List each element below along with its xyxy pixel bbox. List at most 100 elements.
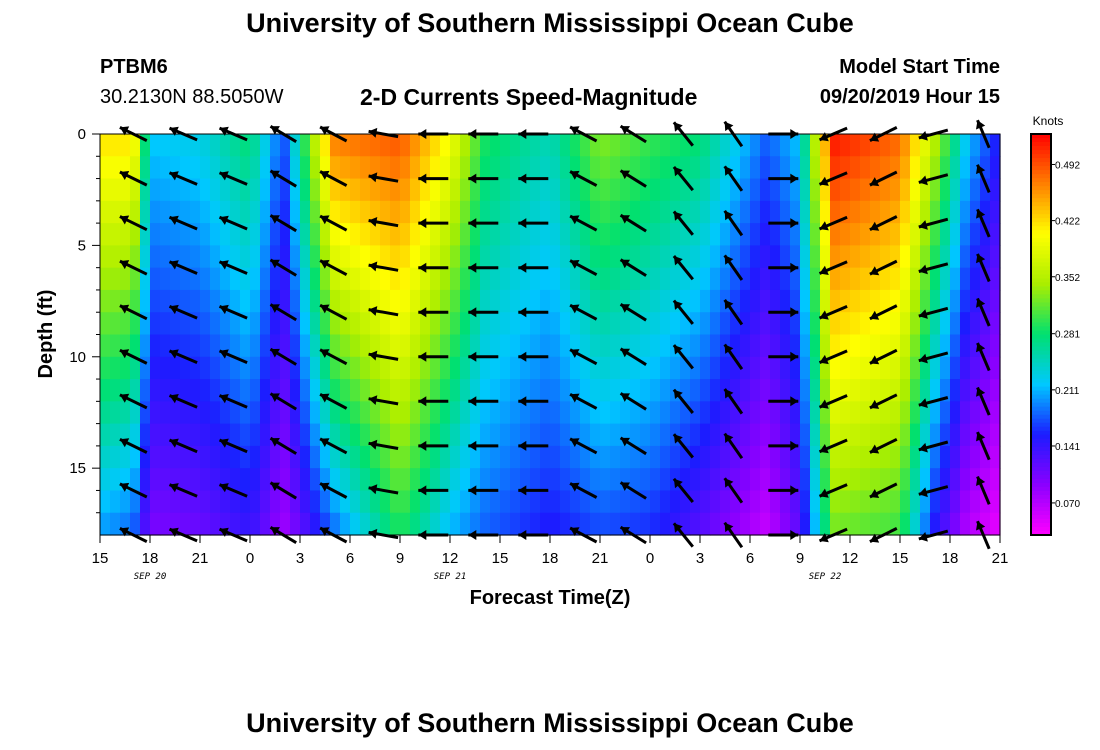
heatmap-cell	[210, 312, 221, 336]
heatmap-cell	[970, 334, 981, 358]
heatmap-cell	[460, 490, 471, 514]
heatmap-cell	[560, 178, 571, 202]
colorbar-frame	[1030, 133, 1052, 536]
heatmap-cell	[970, 223, 981, 246]
heatmap-cell	[170, 223, 181, 246]
heatmap-cell	[120, 490, 131, 514]
current-vector	[269, 303, 297, 322]
heatmap-cell	[130, 401, 141, 425]
heatmap-cell	[470, 401, 481, 425]
heatmap-cell	[830, 156, 841, 180]
heatmap-cell	[500, 423, 511, 447]
heatmap-cell	[650, 379, 661, 402]
colorbar-band	[1031, 358, 1051, 364]
heatmap-cell	[450, 178, 461, 202]
heatmap-cell	[460, 312, 471, 336]
heatmap-cell	[800, 445, 811, 469]
heatmap-cell	[450, 401, 461, 425]
heatmap-cell	[820, 356, 831, 380]
heatmap-cell	[390, 134, 401, 157]
current-vector	[619, 303, 647, 322]
heatmap-cell	[470, 245, 481, 269]
colorbar-band	[1031, 274, 1051, 279]
heatmap-cell	[640, 490, 651, 514]
heatmap-cell	[580, 267, 591, 291]
heatmap-cell	[680, 468, 691, 492]
heatmap-cell	[480, 156, 491, 180]
heatmap-cell	[530, 289, 541, 313]
heatmap-cell	[180, 312, 191, 336]
heatmap-cell	[740, 312, 751, 336]
heatmap-cell	[750, 312, 761, 336]
heatmap-cell	[730, 423, 741, 447]
heatmap-cell	[170, 490, 181, 514]
heatmap-cell	[190, 334, 201, 358]
current-vector	[976, 431, 991, 461]
heatmap-cell	[600, 267, 611, 291]
heatmap-cell	[400, 200, 411, 224]
heatmap-cell	[210, 356, 221, 380]
current-vector	[723, 254, 744, 281]
current-vector	[768, 173, 799, 184]
heatmap-cell	[970, 512, 981, 536]
heatmap-cell	[400, 512, 411, 536]
heatmap-cell	[650, 156, 661, 180]
heatmap-cell	[100, 379, 111, 402]
heatmap-cell	[310, 289, 321, 313]
heatmap-cell	[530, 134, 541, 157]
colorbar-band	[1031, 174, 1051, 179]
heatmap-cell	[630, 245, 641, 269]
current-vector	[869, 259, 898, 276]
heatmap-cell	[520, 468, 531, 492]
heatmap-cell	[560, 468, 571, 492]
heatmap-cell	[660, 223, 671, 246]
heatmap-cell	[420, 445, 431, 469]
heatmap-cell	[690, 334, 701, 358]
heatmap-cell	[530, 312, 541, 336]
heatmap-cell	[360, 156, 371, 180]
heatmap-cell	[880, 401, 891, 425]
heatmap-cell	[560, 490, 571, 514]
heatmap-cell	[810, 423, 821, 447]
heatmap-cell	[710, 245, 721, 269]
heatmap-cell	[500, 490, 511, 514]
heatmap-cell	[400, 468, 411, 492]
heatmap-cell	[900, 468, 911, 492]
colorbar-band	[1031, 254, 1051, 259]
heatmap-cell	[350, 267, 361, 291]
heatmap-cell	[830, 490, 841, 514]
heatmap-cell	[350, 312, 361, 336]
heatmap-cell	[960, 445, 971, 469]
heatmap-cell	[290, 156, 301, 180]
current-vector	[218, 349, 248, 364]
heatmap-cell	[780, 134, 791, 157]
heatmap-cell	[280, 423, 291, 447]
heatmap-cell	[250, 245, 261, 269]
heatmap-cell	[580, 490, 591, 514]
heatmap-cell	[920, 267, 931, 291]
heatmap-cell	[570, 289, 581, 313]
heatmap-cell	[390, 178, 401, 202]
heatmap-cell	[510, 245, 521, 269]
current-vector	[119, 482, 148, 499]
heatmap-cell	[340, 200, 351, 224]
heatmap-cell	[690, 267, 701, 291]
heatmap-cell	[940, 245, 951, 269]
colorbar-band	[1031, 346, 1051, 352]
heatmap-cell	[900, 134, 911, 157]
heatmap-cell	[950, 334, 961, 358]
heatmap-cell	[430, 134, 441, 157]
heatmap-cell	[170, 156, 181, 180]
heatmap-cell	[980, 423, 991, 447]
heatmap-cell	[770, 223, 781, 246]
heatmap-cell	[200, 490, 211, 514]
heatmap-cell	[280, 445, 291, 469]
heatmap-cell	[500, 178, 511, 202]
x-tick-label: 3	[296, 550, 304, 567]
heatmap-cell	[790, 401, 801, 425]
heatmap-cell	[110, 334, 121, 358]
heatmap-cell	[280, 401, 291, 425]
heatmap-cell	[260, 356, 271, 380]
heatmap-cell	[510, 223, 521, 246]
heatmap-cell	[330, 379, 341, 402]
